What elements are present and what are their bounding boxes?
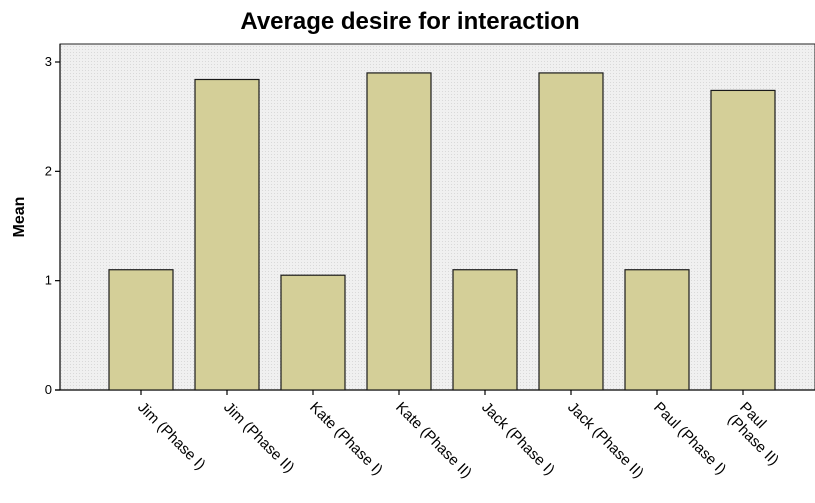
x-tick-label: Kate (Phase I) <box>306 399 386 479</box>
y-axis-label: Mean <box>11 197 28 238</box>
chart-title: Average desire for interaction <box>240 8 579 35</box>
bar <box>710 89 776 391</box>
bar <box>280 274 346 391</box>
x-tick-label: Jim (Phase II) <box>220 399 297 476</box>
bar <box>194 78 260 391</box>
y-tick-label: 0 <box>45 382 52 397</box>
bar <box>366 72 432 391</box>
bars <box>108 72 776 391</box>
x-tick-label-line: Kate (Phase I) <box>306 399 386 479</box>
x-tick-label-line: Jim (Phase I) <box>134 399 209 474</box>
x-axis-ticks: Jim (Phase I) Jim (Phase II) Kate (Phase I… <box>134 390 794 482</box>
x-tick-label: Jim (Phase I) <box>134 399 209 474</box>
bar <box>624 269 690 391</box>
bar <box>452 269 518 391</box>
x-tick-label: Jack (Phase II) <box>564 399 647 482</box>
x-tick-label: Paul (Phase I) <box>650 399 729 478</box>
bar <box>108 269 174 391</box>
x-tick-label-line: Jack (Phase II) <box>564 399 647 482</box>
x-tick-label: Paul(Phase II) <box>724 399 794 469</box>
x-tick-label: Kate (Phase II) <box>392 399 475 482</box>
x-tick-label: Jack (Phase I) <box>478 399 558 479</box>
x-tick-label-line: Kate (Phase II) <box>392 399 475 482</box>
y-tick-label: 1 <box>45 273 52 288</box>
x-tick-label-line: Paul (Phase I) <box>650 399 729 478</box>
y-tick-label: 3 <box>45 54 52 69</box>
bar <box>538 72 604 391</box>
y-tick-label: 2 <box>45 163 52 178</box>
x-tick-label-line: Jim (Phase II) <box>220 399 297 476</box>
x-tick-label-line: Jack (Phase I) <box>478 399 558 479</box>
